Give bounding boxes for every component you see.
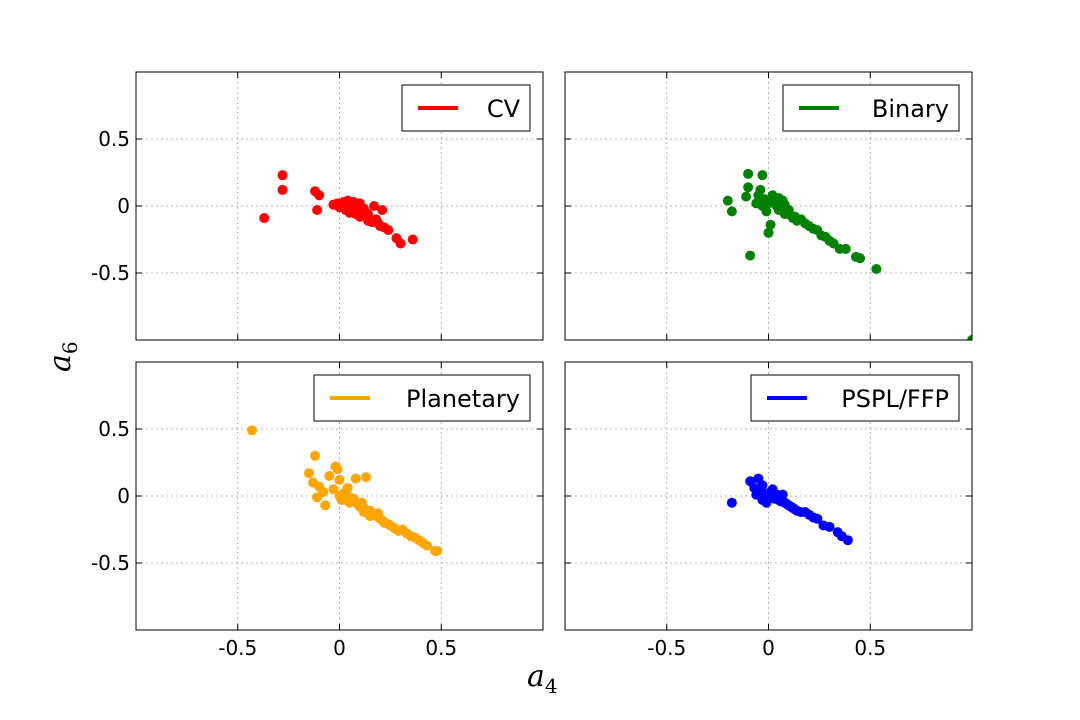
legend-cv: CV	[401, 84, 531, 132]
data-point	[332, 464, 343, 475]
data-point	[765, 219, 776, 230]
axes-frame	[135, 71, 544, 341]
legend-planetary: Planetary	[313, 374, 531, 422]
axes-frame	[135, 361, 544, 631]
data-point	[365, 511, 376, 522]
data-point	[422, 540, 433, 551]
y-tick-label: 0	[117, 484, 130, 508]
data-point	[842, 535, 853, 546]
data-point	[824, 521, 835, 532]
x-tick-label: 0.5	[425, 636, 457, 660]
panel-pspl-ffp: -0.5 0 0.5 PSPL/FFP	[564, 361, 973, 660]
data-point	[383, 225, 394, 236]
data-point	[767, 484, 778, 495]
y-tick-label: -0.5	[91, 261, 130, 285]
data-point	[761, 206, 772, 217]
x-tick-label: 0.5	[854, 636, 886, 660]
data-point	[757, 170, 768, 181]
data-point	[362, 215, 373, 226]
data-point	[407, 234, 418, 245]
data-point	[259, 213, 270, 224]
data-point	[312, 492, 323, 503]
data-point	[757, 480, 768, 491]
data-point	[743, 168, 754, 179]
legend-label: Planetary	[406, 385, 520, 413]
data-point	[763, 227, 774, 238]
x-tick-label: -0.5	[647, 636, 686, 660]
data-point	[360, 472, 371, 483]
legend-pspl-ffp: PSPL/FFP	[750, 374, 960, 422]
x-tick-label: -0.5	[218, 636, 257, 660]
data-point	[277, 184, 288, 195]
data-point	[340, 205, 351, 216]
data-point	[726, 497, 737, 508]
data-point	[350, 473, 361, 484]
data-point	[871, 263, 882, 274]
data-point	[777, 489, 788, 500]
axes-frame	[564, 71, 973, 341]
data-point	[312, 205, 323, 216]
y-tick-label: 0.5	[98, 417, 130, 441]
data-point	[726, 206, 737, 217]
data-point	[755, 184, 766, 195]
data-point	[344, 497, 355, 508]
data-point	[743, 182, 754, 193]
data-point	[722, 195, 733, 206]
series-binary	[722, 168, 972, 340]
data-point	[779, 209, 790, 220]
data-point	[320, 500, 331, 511]
data-point	[855, 253, 866, 264]
x-tick-label: 0	[333, 636, 346, 660]
data-point	[342, 482, 353, 493]
data-point	[967, 335, 972, 340]
data-point	[369, 201, 380, 211]
data-point	[354, 211, 365, 222]
data-point	[334, 474, 345, 485]
series-planetary	[246, 425, 443, 556]
data-point	[324, 470, 335, 481]
data-point	[328, 484, 339, 495]
data-point	[432, 545, 443, 556]
legend-label: CV	[487, 95, 521, 123]
legend-label: Binary	[872, 95, 949, 123]
data-point	[310, 450, 321, 461]
data-point	[745, 250, 756, 261]
data-point	[277, 170, 288, 181]
data-point	[812, 513, 823, 524]
panel-binary: Binary	[564, 71, 973, 341]
data-point	[336, 495, 347, 506]
data-point	[314, 190, 325, 201]
panel-cv: -0.5 0 0.5 CV	[91, 71, 544, 341]
legend-binary: Binary	[782, 84, 960, 132]
y-tick-label: 0.5	[98, 127, 130, 151]
y-axis-label: a6	[43, 341, 82, 372]
legend-label: PSPL/FFP	[841, 385, 949, 413]
y-tick-label: 0	[117, 194, 130, 218]
data-point	[246, 425, 257, 436]
data-point	[840, 243, 851, 254]
data-point	[741, 191, 752, 202]
series-cv	[259, 170, 418, 249]
panel-planetary: -0.5 0 0.5 -0.5 0 0.5 Planetary	[91, 361, 544, 660]
x-axis-label: a4	[527, 659, 558, 698]
data-point	[303, 468, 314, 479]
data-point	[395, 238, 406, 249]
subplot-grid: -0.5 0 0.5 CV Binary -0.5 0 0.5 -0.5 0 0.5 Planetar…	[91, 71, 973, 660]
series-pspl-ffp	[726, 473, 853, 546]
x-tick-label: 0	[762, 636, 775, 660]
data-point	[377, 205, 388, 216]
axes-frame	[564, 361, 973, 631]
y-tick-label: -0.5	[91, 551, 130, 575]
